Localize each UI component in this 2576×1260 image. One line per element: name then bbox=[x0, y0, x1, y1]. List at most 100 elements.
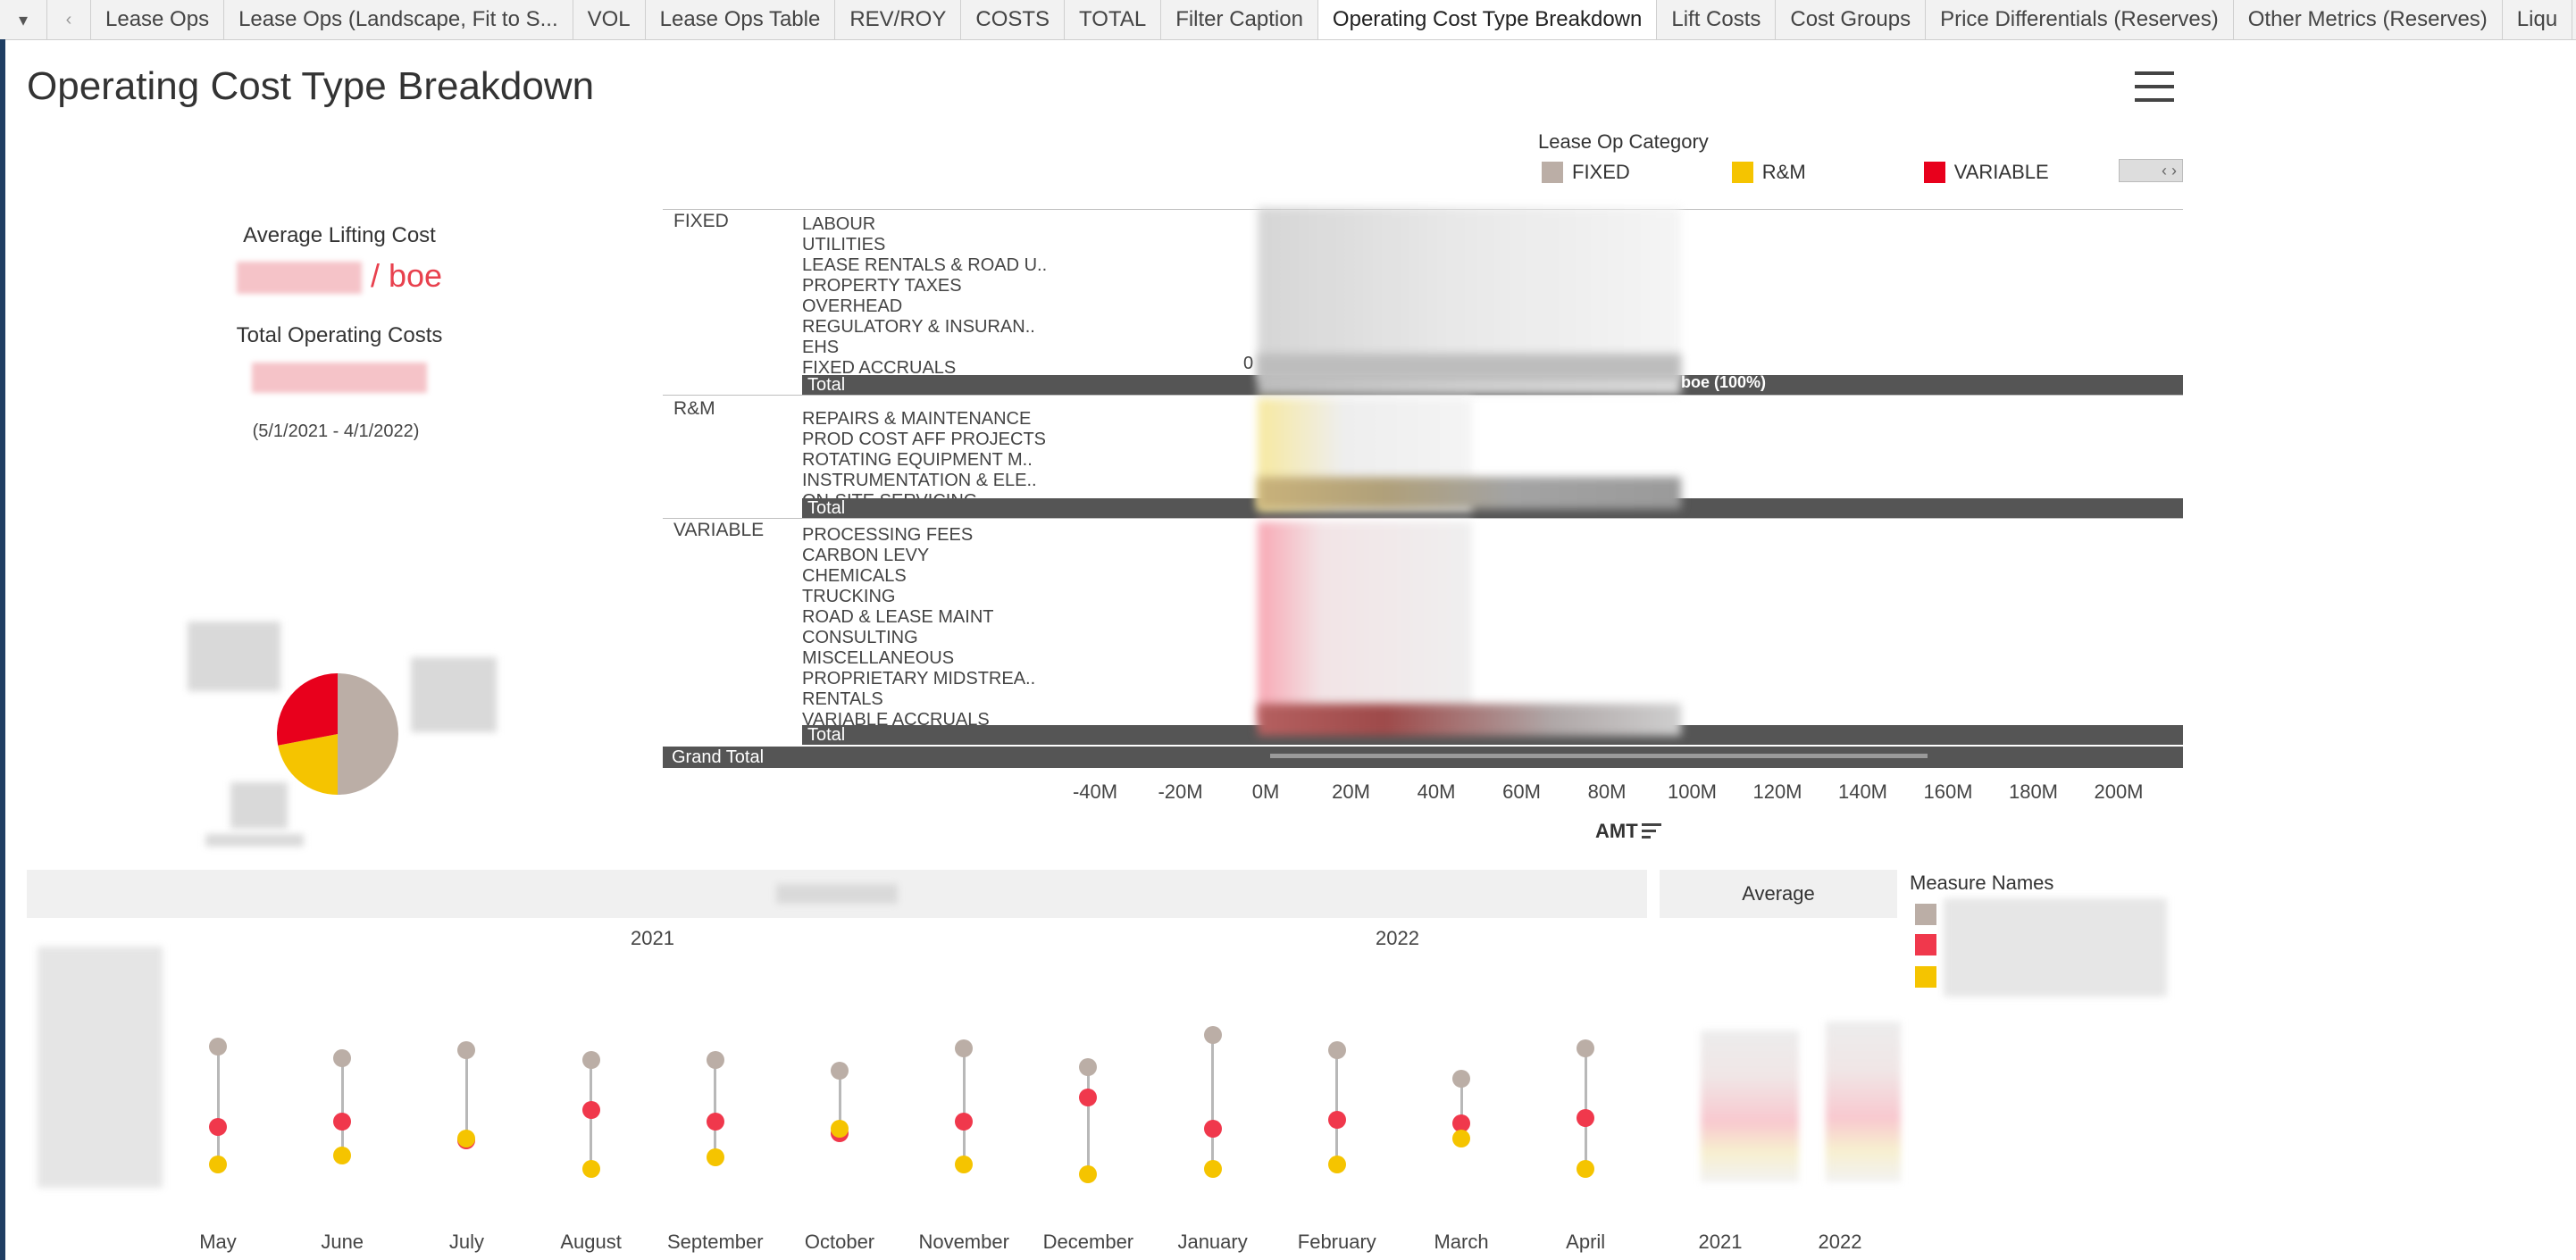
measure-swatch[interactable] bbox=[1915, 934, 1936, 955]
dumbbell-point[interactable] bbox=[333, 1146, 352, 1164]
dumbbell-point[interactable] bbox=[1203, 1026, 1222, 1045]
dumbbell-point[interactable] bbox=[1452, 1129, 1470, 1147]
dumbbell-point[interactable] bbox=[209, 1118, 227, 1137]
dumbbell-point[interactable] bbox=[1577, 1159, 1595, 1178]
cost-row-label[interactable]: OVERHEAD bbox=[802, 296, 903, 316]
cost-row-label[interactable]: PROPERTY TAXES bbox=[802, 276, 962, 296]
variable-bars[interactable] bbox=[1258, 522, 1472, 723]
dumbbell-point[interactable] bbox=[1577, 1108, 1595, 1127]
cost-row-label[interactable]: CHEMICALS bbox=[802, 566, 907, 586]
dumbbell-point[interactable] bbox=[457, 1129, 476, 1147]
legend-swatch-rm[interactable] bbox=[1731, 162, 1753, 183]
dumbbell-point[interactable] bbox=[831, 1120, 849, 1139]
cost-row-label[interactable]: EHS bbox=[802, 338, 840, 357]
tab-price-differentials-reserves[interactable]: Price Differentials (Reserves) bbox=[1926, 0, 2234, 39]
measure-swatch[interactable] bbox=[1915, 966, 1936, 988]
x-axis-tick: -40M bbox=[1072, 780, 1118, 803]
cost-row-label[interactable]: ROTATING EQUIPMENT M.. bbox=[802, 450, 1033, 470]
tab-operating-cost-type-breakdown[interactable]: Operating Cost Type Breakdown bbox=[1317, 0, 1658, 39]
tab-lift-costs[interactable]: Lift Costs bbox=[1657, 0, 1777, 39]
cost-row-label[interactable]: CARBON LEVY bbox=[802, 546, 930, 565]
sort-icon[interactable] bbox=[1642, 823, 1661, 842]
dumbbell-point[interactable] bbox=[831, 1062, 849, 1081]
legend-label-variable[interactable]: VARIABLE bbox=[1953, 161, 2049, 183]
rm-bars-total[interactable] bbox=[1258, 477, 1681, 509]
dumbbell-point[interactable] bbox=[1452, 1114, 1470, 1133]
dumbbell-point[interactable] bbox=[706, 1113, 724, 1131]
x-axis-label[interactable]: AMT bbox=[1595, 820, 1638, 842]
cost-row-label[interactable]: TRUCKING bbox=[802, 587, 896, 606]
dumbbell-point[interactable] bbox=[1327, 1156, 1346, 1174]
dumbbell-point[interactable] bbox=[581, 1159, 600, 1178]
cost-row-label[interactable]: CONSULTING bbox=[802, 628, 918, 647]
average-2022-cells[interactable] bbox=[1826, 1022, 1901, 1182]
tab-total[interactable]: TOTAL bbox=[1065, 0, 1162, 39]
dumbbell-point[interactable] bbox=[1079, 1088, 1098, 1106]
tab-rev-roy[interactable]: REV/ROY bbox=[835, 0, 962, 39]
dumbbell-point[interactable] bbox=[1203, 1120, 1222, 1139]
cost-row-label[interactable]: MISCELLANEOUS bbox=[802, 648, 955, 668]
legend-scroll-icon[interactable]: ‹ › bbox=[2119, 159, 2183, 182]
dumbbell-point[interactable] bbox=[1079, 1164, 1098, 1183]
cost-row-label[interactable]: RENTALS bbox=[802, 689, 883, 709]
dumbbell-point[interactable] bbox=[1203, 1159, 1222, 1178]
dumbbell-point[interactable] bbox=[1327, 1110, 1346, 1129]
legend-label-rm[interactable]: R&M bbox=[1761, 161, 1806, 183]
dumbbell-point[interactable] bbox=[209, 1156, 227, 1174]
dumbbell-point[interactable] bbox=[706, 1147, 724, 1166]
cost-row-label[interactable]: REPAIRS & MAINTENANCE bbox=[802, 409, 1032, 429]
legend-swatch-fixed[interactable] bbox=[1542, 162, 1563, 183]
dumbbell-point[interactable] bbox=[581, 1101, 600, 1120]
menu-icon[interactable] bbox=[2135, 71, 2174, 102]
dumbbell-point[interactable] bbox=[333, 1048, 352, 1067]
cost-row-label[interactable]: PROPRIETARY MIDSTREA.. bbox=[802, 669, 1036, 688]
average-2021-cells[interactable] bbox=[1701, 1031, 1799, 1182]
cost-row-label[interactable]: PROCESSING FEES bbox=[802, 525, 974, 545]
cost-row-label[interactable]: PROD COST AFF PROJECTS bbox=[802, 430, 1046, 449]
tab-cost-groups[interactable]: Cost Groups bbox=[1776, 0, 1927, 39]
pie-slice-variable[interactable] bbox=[277, 673, 338, 746]
cost-row-label[interactable]: LEASE RENTALS & ROAD U.. bbox=[802, 255, 1048, 275]
cost-row-label[interactable]: INSTRUMENTATION & ELE.. bbox=[802, 471, 1037, 490]
category-pie-chart[interactable] bbox=[275, 670, 418, 813]
dumbbell-point[interactable] bbox=[209, 1038, 227, 1056]
dumbbell-point[interactable] bbox=[1577, 1039, 1595, 1058]
cost-row-label[interactable]: LABOUR bbox=[802, 214, 876, 234]
left-edge-strip bbox=[0, 39, 5, 1260]
tab-costs[interactable]: COSTS bbox=[961, 0, 1066, 39]
dumbbell-point[interactable] bbox=[955, 1156, 974, 1174]
tab-lease-ops-table[interactable]: Lease Ops Table bbox=[645, 0, 836, 39]
fixed-bars-total[interactable] bbox=[1258, 354, 1681, 380]
tab-filter-caption[interactable]: Filter Caption bbox=[1161, 0, 1318, 39]
tab-lease-ops[interactable]: Lease Ops bbox=[91, 0, 225, 39]
legend-swatch-variable[interactable] bbox=[1923, 162, 1945, 183]
dumbbell-point[interactable] bbox=[1079, 1058, 1098, 1077]
dumbbell-point[interactable] bbox=[457, 1041, 476, 1060]
tab-dropdown-icon[interactable]: ▾ bbox=[0, 0, 47, 39]
dumbbell-point[interactable] bbox=[581, 1050, 600, 1069]
dumbbell-point[interactable] bbox=[1327, 1041, 1346, 1060]
cost-row-label[interactable]: VARIABLE ACCRUALS bbox=[802, 710, 990, 730]
measure-swatch[interactable] bbox=[1915, 904, 1936, 925]
pie-slice-rm[interactable] bbox=[278, 734, 338, 795]
tab-liqu[interactable]: Liqu bbox=[2502, 0, 2573, 39]
tab-prev-icon[interactable]: ‹ bbox=[47, 0, 91, 39]
variable-bars-total[interactable] bbox=[1258, 704, 1681, 736]
cost-row-label[interactable]: FIXED ACCRUALS bbox=[802, 358, 957, 378]
tab-vol[interactable]: VOL bbox=[573, 0, 646, 39]
dumbbell-point[interactable] bbox=[955, 1039, 974, 1058]
cost-row-label[interactable]: UTILITIES bbox=[802, 235, 886, 255]
cost-row-label[interactable]: ROAD & LEASE MAINT bbox=[802, 607, 994, 627]
dumbbell-point[interactable] bbox=[1452, 1069, 1470, 1088]
dumbbell-point[interactable] bbox=[333, 1113, 352, 1131]
tab-lease-ops-landscape-fit-to-s[interactable]: Lease Ops (Landscape, Fit to S... bbox=[224, 0, 573, 39]
pie-slice-fixed[interactable] bbox=[338, 673, 398, 795]
cost-row-label[interactable]: REGULATORY & INSURAN.. bbox=[802, 317, 1035, 337]
legend-label-fixed[interactable]: FIXED bbox=[1572, 161, 1630, 183]
dumbbell-point[interactable] bbox=[706, 1050, 724, 1069]
month-label: February bbox=[1297, 1231, 1376, 1253]
tab-other-metrics-reserves[interactable]: Other Metrics (Reserves) bbox=[2233, 0, 2503, 39]
dumbbell-stem bbox=[714, 1059, 717, 1157]
dumbbell-point[interactable] bbox=[955, 1113, 974, 1131]
grand-total-bar[interactable] bbox=[1270, 754, 1928, 758]
